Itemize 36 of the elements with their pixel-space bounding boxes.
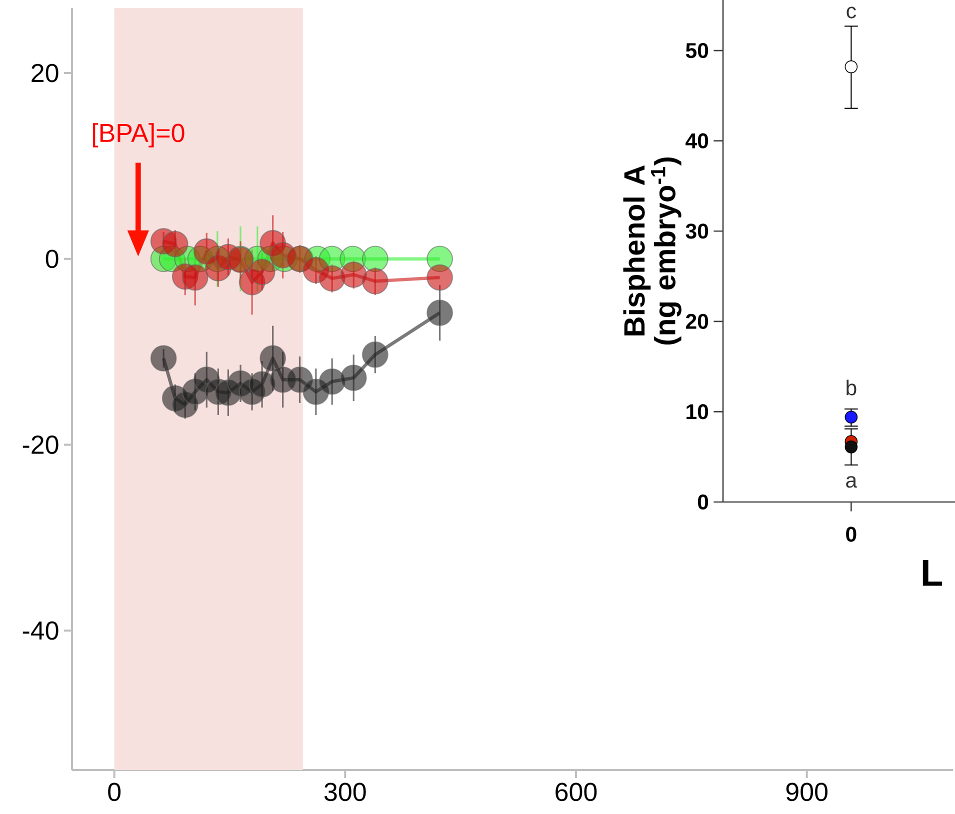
point [362, 341, 388, 368]
annotation: c [846, 6, 856, 18]
point [318, 265, 346, 292]
y-tick-label: 20 [32, 64, 58, 82]
point [362, 268, 388, 294]
point [426, 264, 453, 291]
annotation: a [846, 476, 858, 488]
y-tick-label: 30 [686, 224, 708, 239]
point [248, 258, 276, 286]
point [150, 345, 177, 372]
point [318, 368, 346, 395]
point [238, 268, 266, 296]
y-tick-label: 50 [686, 43, 708, 58]
point [260, 345, 286, 372]
y-tick-label: 40 [686, 133, 708, 148]
point [426, 300, 453, 326]
y-tick-label: 0 [698, 494, 708, 510]
y-tick-label: 0 [46, 250, 58, 268]
point [340, 261, 367, 288]
x-tick-label: 0 [108, 782, 121, 802]
x-tick-label: 900 [786, 782, 828, 802]
y-tick-label: 20 [686, 314, 708, 329]
annotation: [BPA]=0 [92, 123, 184, 148]
annotation: b [846, 380, 856, 396]
point [204, 254, 232, 282]
point [340, 364, 367, 392]
x-axis-title: L [922, 560, 942, 586]
point [182, 264, 208, 291]
point [162, 230, 188, 258]
y-tick-label: -20 [22, 436, 58, 454]
x-tick-label: 600 [556, 782, 597, 802]
x-tick-label: 300 [324, 782, 366, 802]
y-axis-title: Bisphenol A (ng embryo$^{-1}$) [623, 157, 682, 345]
point [362, 246, 388, 272]
y-tick-label: 10 [686, 404, 708, 420]
y-tick-label: -40 [22, 621, 58, 640]
